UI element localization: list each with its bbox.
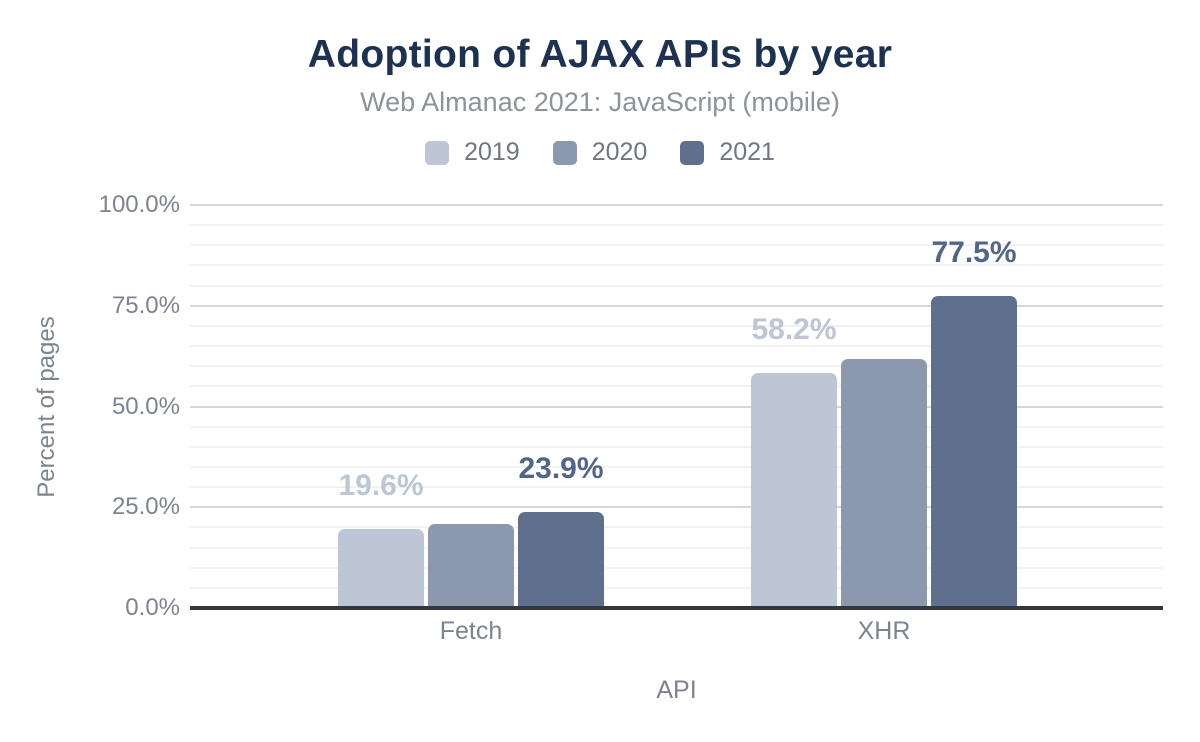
bar-xhr-2021 <box>931 295 1017 608</box>
gridline-minor <box>190 465 1163 468</box>
bar-xhr-2020 <box>841 359 927 608</box>
gridline-minor <box>190 566 1163 569</box>
legend-swatch-icon <box>680 140 705 165</box>
gridline-major <box>190 506 1163 509</box>
legend: 2019 2020 2021 <box>0 138 1200 167</box>
legend-swatch-icon <box>552 140 577 165</box>
chart-subtitle: Web Almanac 2021: JavaScript (mobile) <box>360 87 840 117</box>
bar-fetch-2020 <box>428 524 514 608</box>
legend-item-2021: 2021 <box>680 138 775 167</box>
y-tick-label: 100.0% <box>98 191 180 218</box>
chart-title: Adoption of AJAX APIs by year <box>307 33 893 76</box>
bar-value-label: 77.5% <box>931 235 1017 269</box>
plot-area: 19.6% 23.9% 58.2% 77.5% <box>190 204 1163 610</box>
x-category-label: Fetch <box>439 617 503 645</box>
legend-label: 2020 <box>591 138 648 166</box>
gridline-minor <box>190 385 1163 388</box>
y-tick-label: 0.0% <box>125 594 180 621</box>
gridline-minor <box>190 224 1163 227</box>
gridline-minor <box>190 486 1163 489</box>
gridline-minor <box>190 264 1163 267</box>
bar-xhr-2019 <box>751 373 837 608</box>
bar-value-label: 58.2% <box>751 313 837 347</box>
gridline-minor <box>190 586 1163 589</box>
gridline-minor <box>190 546 1163 549</box>
legend-item-2019: 2019 <box>425 138 520 167</box>
gridline-minor <box>190 526 1163 529</box>
bar-value-label: 19.6% <box>338 469 424 503</box>
legend-label: 2021 <box>719 138 775 166</box>
gridline-major <box>190 304 1163 307</box>
bar-fetch-2019 <box>338 529 424 608</box>
gridline-minor <box>190 284 1163 287</box>
gridline-major <box>190 405 1163 408</box>
gridline-minor <box>190 345 1163 348</box>
legend-swatch-icon <box>425 140 450 165</box>
gridline-minor <box>190 365 1163 368</box>
x-axis-line <box>190 606 1163 610</box>
gridline-minor <box>190 324 1163 327</box>
gridline-minor <box>190 244 1163 247</box>
bar-fetch-2021 <box>518 511 604 608</box>
legend-item-2020: 2020 <box>552 138 648 167</box>
x-category-label: XHR <box>857 617 911 645</box>
bar-value-label: 23.9% <box>518 451 604 485</box>
legend-label: 2019 <box>464 138 520 166</box>
gridline-major <box>190 204 1163 206</box>
y-tick-label: 25.0% <box>111 493 180 521</box>
y-tick-label: 50.0% <box>111 392 180 420</box>
x-axis-title: API <box>656 676 697 704</box>
gridline-minor <box>190 445 1163 448</box>
y-tick-label: 75.0% <box>111 291 180 319</box>
gridline-minor <box>190 425 1163 428</box>
